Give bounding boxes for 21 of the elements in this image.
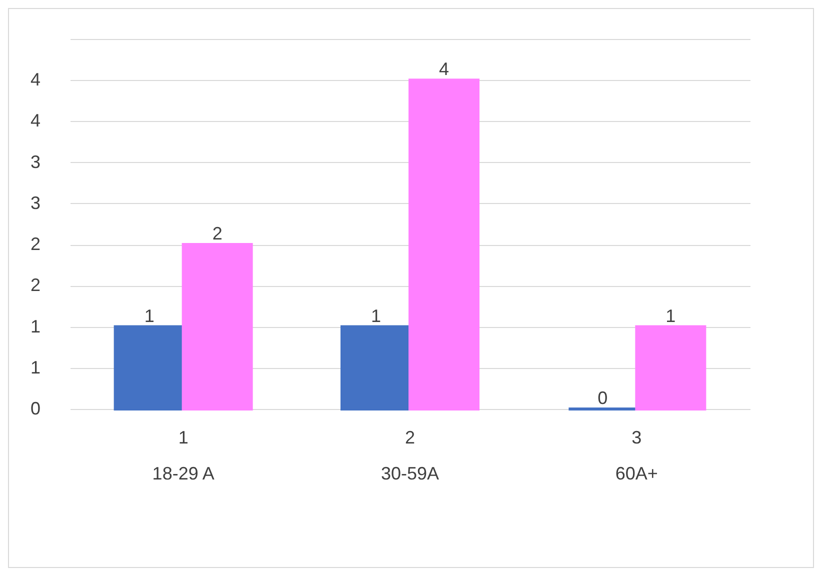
x-tick-label: 2 30-59A xyxy=(380,428,440,484)
y-tick-label: 1 xyxy=(30,357,40,378)
y-tick-label: 1 xyxy=(30,316,40,336)
y-tick-label: 3 xyxy=(30,192,40,213)
x-tick-label: 1 18-29 A xyxy=(152,428,214,484)
data-label: 4 xyxy=(438,59,450,80)
data-label: 1 xyxy=(144,306,154,326)
bar xyxy=(182,243,253,410)
y-tick-label: 2 xyxy=(30,234,40,254)
y-tick-label: 2 xyxy=(30,275,40,296)
bar xyxy=(635,325,706,410)
y-tick-label: 0 xyxy=(30,398,40,418)
y-tick-label: 3 xyxy=(30,152,40,172)
data-label: 1 xyxy=(370,306,382,326)
data-label: 1 xyxy=(666,306,676,326)
x-tick-label: 3 60A+ xyxy=(615,428,658,484)
data-label: 0 xyxy=(598,388,608,408)
data-label: 2 xyxy=(212,224,222,244)
y-tick-label: 4 xyxy=(30,110,40,131)
bar xyxy=(408,78,480,410)
y-tick-label: 4 xyxy=(30,70,40,90)
